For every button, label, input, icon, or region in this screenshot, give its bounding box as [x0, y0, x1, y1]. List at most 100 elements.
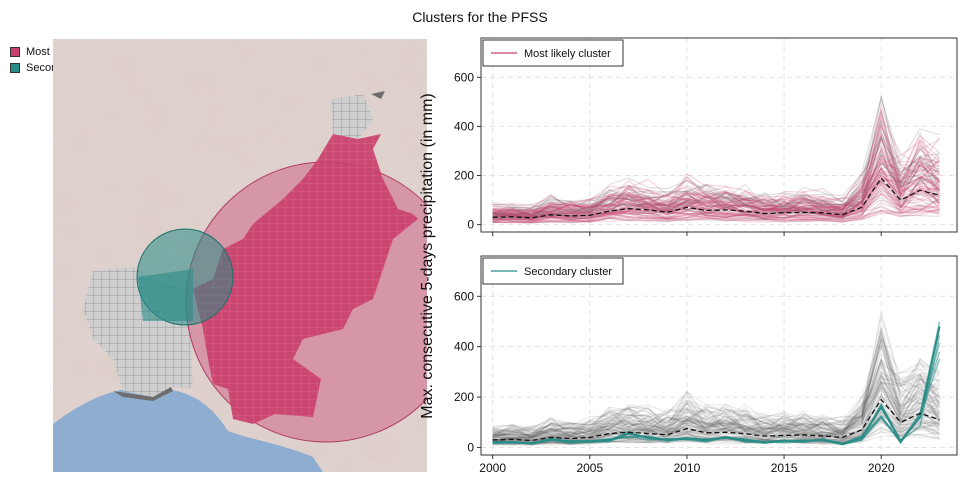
ensemble-line	[492, 209, 940, 224]
ensemble-line	[492, 136, 940, 218]
y-tick-label: 0	[467, 440, 474, 454]
ensemble-line	[492, 158, 940, 218]
ensemble-line	[492, 368, 940, 438]
ensemble-line	[492, 167, 940, 221]
ensemble-line	[492, 415, 940, 444]
ensemble-line	[492, 403, 940, 444]
ensemble-line	[492, 177, 940, 220]
ensemble-line	[492, 166, 940, 221]
ensemble-line	[492, 192, 940, 221]
x-tick-label: 2015	[771, 461, 798, 475]
ensemble-line	[492, 424, 940, 446]
ensemble-line	[492, 435, 940, 446]
cluster-line	[492, 351, 941, 445]
ensemble-line	[492, 121, 940, 214]
ensemble-line	[492, 404, 940, 445]
ensemble-line	[492, 179, 940, 220]
y-tick-label: 0	[467, 218, 474, 232]
ensemble-line	[492, 386, 940, 442]
ensemble-line	[492, 130, 941, 216]
ensemble-line	[492, 373, 941, 440]
ensemble-line	[492, 96, 940, 211]
ensemble-line	[492, 206, 940, 224]
ensemble-line	[492, 123, 941, 217]
ensemble-line	[492, 332, 940, 437]
ensemble-line	[492, 385, 940, 439]
ensemble-line	[492, 166, 940, 219]
ensemble-line	[492, 342, 940, 440]
ensemble-line	[492, 102, 940, 214]
ensemble-line	[492, 382, 940, 442]
ensemble-line	[492, 196, 940, 221]
ensemble-line	[492, 423, 940, 445]
ensemble-line	[492, 125, 940, 213]
ensemble-line	[492, 331, 940, 438]
ensemble-line	[492, 336, 940, 440]
ensemble-line	[492, 382, 940, 439]
ensemble-line	[492, 375, 940, 442]
ensemble-line	[492, 208, 940, 223]
ensemble-line	[492, 209, 940, 224]
x-tick-label: 2020	[868, 461, 895, 475]
ensemble-line	[492, 206, 940, 223]
ensemble-line	[492, 132, 940, 217]
ensemble-line	[492, 109, 940, 214]
ensemble-line	[492, 170, 940, 220]
ensemble-line	[492, 396, 940, 442]
ensemble-line	[492, 117, 940, 214]
ensemble-line	[492, 351, 940, 438]
ensemble-line	[492, 136, 940, 216]
ensemble-line	[492, 133, 940, 216]
panel-top: 0 200 400 600 Most likely cluster	[454, 37, 958, 236]
ensemble-line	[492, 114, 940, 214]
ensemble-line	[492, 362, 940, 437]
ensemble-line	[492, 371, 940, 439]
ensemble-line	[492, 379, 940, 438]
ensemble-line	[492, 166, 940, 220]
ensemble-line	[492, 164, 940, 219]
panel-frame	[480, 37, 958, 233]
y-tick-label: 200	[454, 390, 474, 404]
x-tick-label: 2010	[674, 461, 701, 475]
ensemble-line	[492, 136, 940, 216]
ensemble-line	[492, 373, 940, 440]
ensemble-line	[492, 165, 941, 217]
ensemble-line	[492, 171, 940, 219]
ensemble-line	[492, 420, 940, 445]
ensemble-line	[492, 147, 940, 217]
most-likely-swatch	[10, 47, 20, 57]
ensemble-line	[492, 395, 940, 442]
secondary-swatch	[10, 63, 20, 73]
ensemble-line	[492, 146, 940, 217]
ensemble-line	[492, 417, 940, 445]
x-tick-label: 2005	[576, 461, 603, 475]
mean-line	[492, 176, 940, 219]
ensemble-line	[492, 392, 940, 441]
cluster-line	[492, 358, 941, 445]
ensemble-line	[492, 373, 940, 440]
ensemble-line	[492, 183, 940, 222]
ensemble-line	[492, 373, 940, 436]
ensemble-line	[492, 371, 940, 436]
coast-shadow	[113, 387, 173, 401]
panel-frame	[480, 255, 958, 456]
ensemble-line	[492, 179, 940, 222]
ensemble-line	[492, 169, 940, 216]
ensemble-line	[492, 380, 940, 442]
ensemble-line	[492, 380, 940, 443]
cluster-line	[492, 327, 941, 445]
most-likely-region-grid	[193, 134, 418, 424]
ensemble-line	[492, 358, 940, 433]
ensemble-line	[492, 156, 940, 215]
ensemble-line	[492, 173, 940, 222]
ensemble-line	[492, 96, 940, 217]
ensemble-line	[492, 394, 940, 444]
ensemble-line	[492, 190, 940, 222]
ensemble-line	[492, 173, 940, 222]
cluster-map	[53, 39, 427, 472]
ensemble-line	[492, 140, 941, 215]
panel-legend-box	[482, 257, 624, 285]
ensemble-line	[492, 330, 940, 438]
ensemble-line	[492, 427, 940, 445]
ensemble-line	[492, 175, 940, 215]
